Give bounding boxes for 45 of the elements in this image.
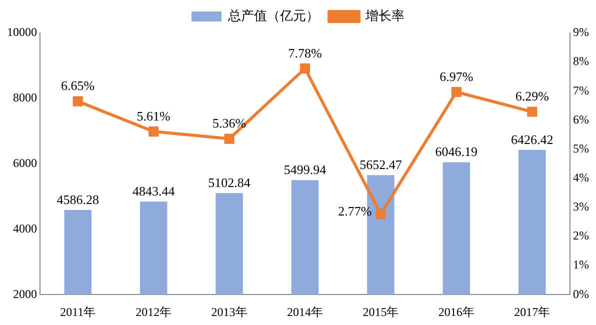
y2-tick-label: 2% bbox=[573, 228, 590, 243]
data-label: 5102.84 bbox=[208, 175, 251, 190]
data-label: 2.77% bbox=[338, 204, 372, 219]
y2-tick-label: 0% bbox=[573, 286, 590, 301]
y2-tick-label: 4% bbox=[573, 170, 590, 184]
data-label: 6.97% bbox=[440, 68, 474, 84]
data-label: 5499.94 bbox=[284, 162, 327, 178]
data-label: 6.65% bbox=[61, 78, 95, 94]
x-tick-label: 2017年 bbox=[514, 304, 550, 319]
y-tick-label: 2000 bbox=[13, 286, 37, 301]
y2-tick-label: 7% bbox=[573, 83, 590, 98]
y2-tick-label: 1% bbox=[573, 258, 590, 272]
data-label: 6426.42 bbox=[511, 132, 554, 147]
y-tick-label: 10000 bbox=[7, 25, 37, 40]
data-label: 5652.47 bbox=[360, 157, 402, 172]
x-tick-label: 2014年 bbox=[287, 304, 323, 319]
point bbox=[527, 106, 538, 117]
point bbox=[300, 63, 310, 74]
data-label: 6046.19 bbox=[435, 144, 478, 160]
data-label: 7.78% bbox=[288, 45, 322, 60]
y2-tick-label: 9% bbox=[573, 25, 590, 40]
y2-tick-label: 3% bbox=[573, 200, 590, 214]
point bbox=[72, 96, 83, 106]
data-label: 4843.44 bbox=[132, 184, 176, 199]
y2-tick-label: 5% bbox=[573, 141, 590, 156]
legend-label: 总产值（亿元） bbox=[227, 8, 319, 23]
y2-tick-label: 6% bbox=[573, 112, 590, 126]
y2-tick-label: 8% bbox=[573, 54, 590, 68]
data-label: 5.36% bbox=[212, 116, 246, 131]
data-label: 5.61% bbox=[136, 108, 171, 124]
x-tick-label: 2013年 bbox=[211, 304, 248, 319]
point bbox=[376, 209, 386, 220]
y-tick-label: 8000 bbox=[13, 90, 37, 105]
x-tick-label: 2012年 bbox=[136, 304, 172, 319]
x-tick-label: 2016年 bbox=[438, 304, 474, 319]
y-tick-label: 6000 bbox=[13, 156, 37, 170]
legend-label: 增长率 bbox=[364, 8, 404, 23]
point bbox=[224, 134, 234, 144]
point bbox=[451, 86, 462, 98]
x-tick-label: 2011年 bbox=[60, 304, 96, 319]
x-tick-label: 2015年 bbox=[362, 304, 399, 319]
y-tick-label: 4000 bbox=[13, 221, 37, 236]
data-label: 6.29% bbox=[515, 88, 550, 104]
data-label: 4586.28 bbox=[56, 192, 99, 207]
point bbox=[148, 126, 159, 137]
